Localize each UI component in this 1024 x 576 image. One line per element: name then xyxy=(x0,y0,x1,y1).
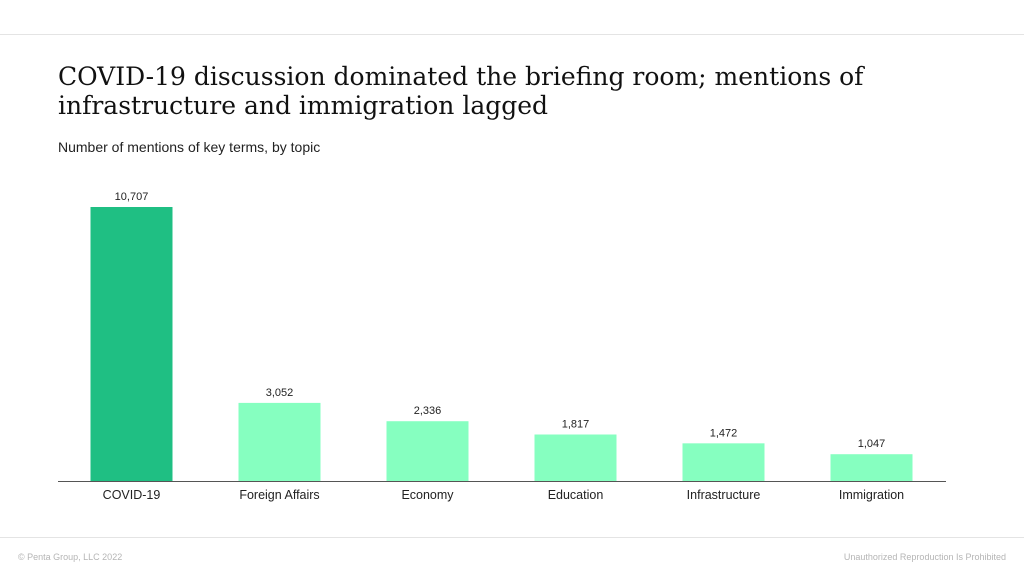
chart-subtitle: Number of mentions of key terms, by topi… xyxy=(58,139,321,155)
value-label: 10,707 xyxy=(115,191,149,203)
bottom-divider xyxy=(0,537,1024,538)
category-label: COVID-19 xyxy=(103,488,161,502)
copyright-notice: © Penta Group, LLC 2022 xyxy=(18,552,123,562)
category-label: Infrastructure xyxy=(687,488,761,502)
bar-immigration xyxy=(830,454,913,481)
value-label: 1,817 xyxy=(562,419,590,431)
bar-infrastructure xyxy=(682,443,765,481)
value-label: 1,047 xyxy=(858,438,886,450)
category-label: Foreign Affairs xyxy=(239,488,319,502)
value-label: 1,472 xyxy=(710,427,738,439)
bar-economy xyxy=(386,421,469,481)
reproduction-notice: Unauthorized Reproduction Is Prohibited xyxy=(843,552,1006,562)
value-label: 3,052 xyxy=(266,387,294,399)
top-divider xyxy=(0,34,1024,35)
bar-covid-19 xyxy=(90,207,173,481)
value-label: 2,336 xyxy=(414,405,442,417)
category-label: Economy xyxy=(401,488,454,502)
chart-title: COVID-19 discussion dominated the briefi… xyxy=(58,62,864,120)
bar-foreign-affairs xyxy=(238,402,321,481)
category-label: Education xyxy=(548,488,604,502)
category-label: Immigration xyxy=(839,488,904,502)
bar-education xyxy=(534,434,617,481)
